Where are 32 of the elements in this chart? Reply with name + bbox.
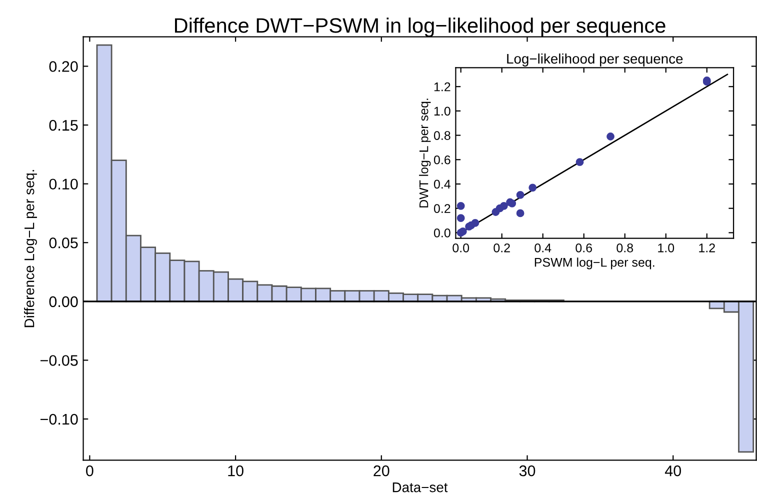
x-tick-label: 1.0 [658,243,674,252]
y-tick-label: 0.10 [49,178,78,190]
y-tick-label: 0.2 [434,204,450,213]
y-axis-title: DWT log−L per seq. [419,98,431,208]
y-tick-label: 0.4 [434,180,450,189]
x-tick-label: 0.6 [576,243,592,252]
y-tick-label: 0.05 [49,237,78,248]
x-axis-title: Data−set [392,482,448,492]
x-tick-label: 30 [519,465,536,476]
x-tick-label: 40 [664,465,682,476]
y-tick-label: 1.0 [434,106,450,116]
x-tick-label: 20 [374,465,390,476]
y-tick-label: 0.6 [434,155,450,164]
chart-title: Log−likelihood per sequence [507,53,683,66]
x-tick-label: 0 [86,465,94,476]
x-tick-label: 0.0 [452,243,470,252]
x-tick-label: 1.2 [699,243,715,252]
y-tick-label: −0.05 [40,355,78,366]
x-tick-label: 0.4 [534,243,552,252]
x-tick-label: 0.8 [616,243,634,252]
x-axis-title: PSWM log−L per seq. [534,258,654,270]
y-tick-label: 0.0 [434,228,450,238]
x-tick-label: 0.2 [494,243,510,252]
y-tick-label: 0.20 [49,61,78,72]
x-tick-label: 10 [228,465,244,476]
y-tick-label: −0.10 [40,414,78,425]
y-tick-label: 0.15 [49,120,78,131]
chart-title: Diffence DWT−PSWM in log−likelihood per sequence [175,18,666,38]
y-tick-label: 0.8 [434,131,450,140]
y-tick-label: 1.2 [434,82,450,92]
y-axis-title: Difference Log−L per seq. [24,170,37,328]
y-tick-label: 0.00 [49,296,78,308]
